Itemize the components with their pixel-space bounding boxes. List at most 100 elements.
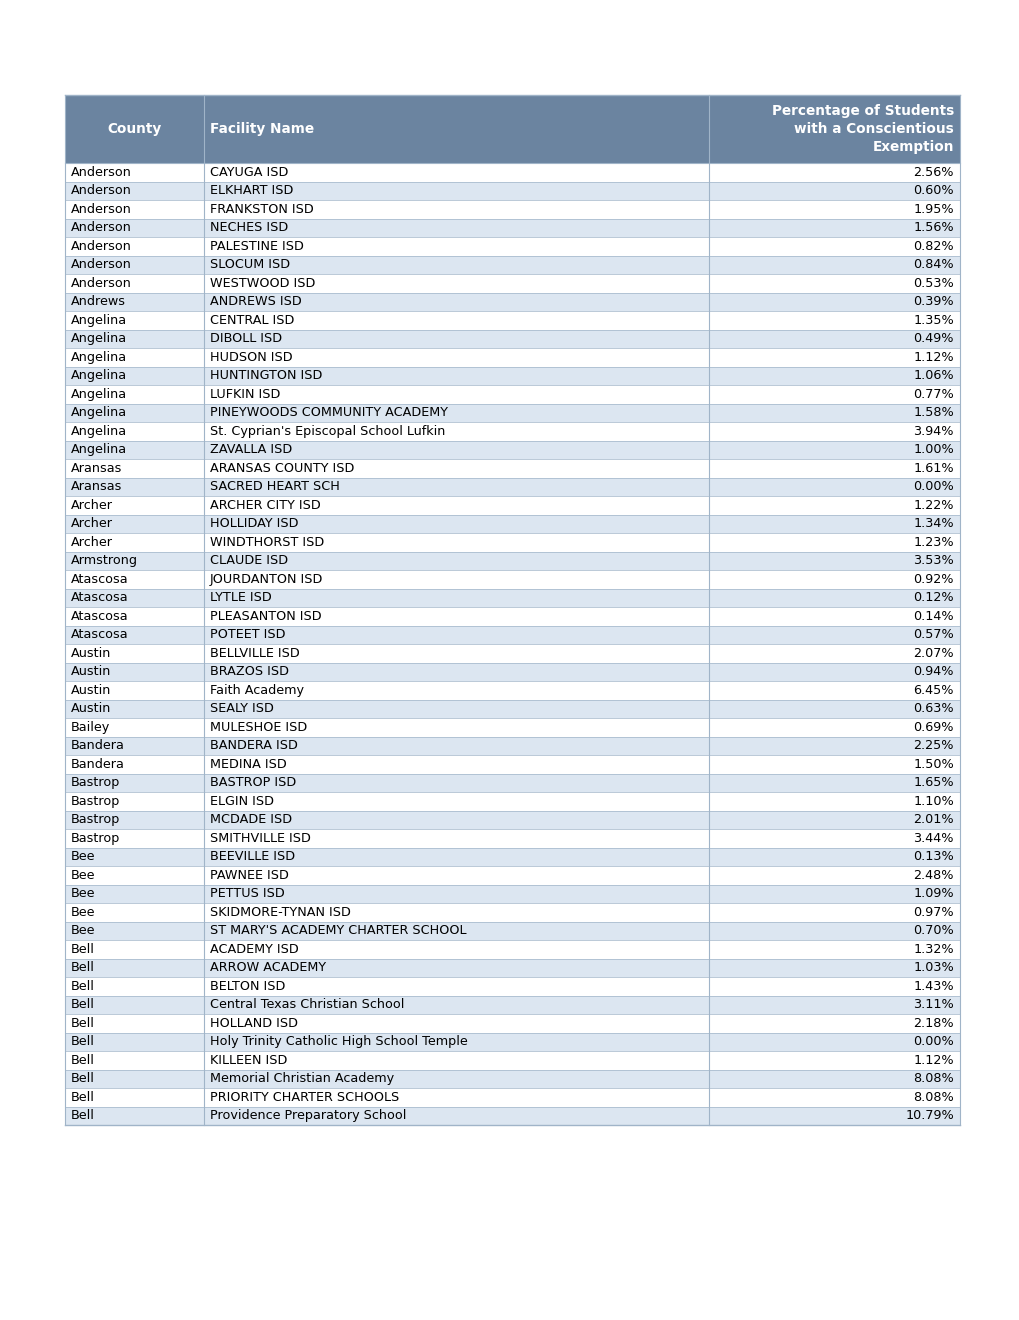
Text: Central Texas Christian School: Central Texas Christian School	[210, 998, 404, 1011]
Text: 0.12%: 0.12%	[912, 591, 953, 605]
Text: 1.10%: 1.10%	[912, 795, 953, 808]
Text: 0.82%: 0.82%	[912, 240, 953, 252]
Bar	[65, 737, 959, 755]
Text: SEALY ISD: SEALY ISD	[210, 702, 273, 715]
Text: PAWNEE ISD: PAWNEE ISD	[210, 869, 288, 882]
Text: CLAUDE ISD: CLAUDE ISD	[210, 554, 287, 568]
Text: 1.56%: 1.56%	[912, 222, 953, 234]
Text: CAYUGA ISD: CAYUGA ISD	[210, 166, 287, 178]
Text: 2.48%: 2.48%	[913, 869, 953, 882]
Bar	[65, 459, 959, 478]
Text: Angelina: Angelina	[71, 407, 127, 420]
Text: 0.63%: 0.63%	[912, 702, 953, 715]
Text: BEEVILLE ISD: BEEVILLE ISD	[210, 850, 294, 863]
Text: Bell: Bell	[71, 1053, 95, 1067]
Text: Bastrop: Bastrop	[71, 776, 120, 789]
Bar	[65, 181, 959, 201]
Text: Bell: Bell	[71, 1035, 95, 1048]
Text: Holy Trinity Catholic High School Temple: Holy Trinity Catholic High School Temple	[210, 1035, 467, 1048]
Text: 1.03%: 1.03%	[912, 961, 953, 974]
Bar	[65, 219, 959, 238]
Text: Bee: Bee	[71, 850, 96, 863]
Text: 1.12%: 1.12%	[912, 1053, 953, 1067]
Text: 8.08%: 8.08%	[912, 1072, 953, 1085]
Bar	[65, 792, 959, 810]
Bar	[65, 293, 959, 312]
Text: Bell: Bell	[71, 1016, 95, 1030]
Text: WINDTHORST ISD: WINDTHORST ISD	[210, 536, 324, 549]
Bar	[65, 552, 959, 570]
Text: Angelina: Angelina	[71, 314, 127, 327]
Text: 0.94%: 0.94%	[913, 665, 953, 678]
Text: Austin: Austin	[71, 647, 111, 660]
Text: 1.23%: 1.23%	[912, 536, 953, 549]
Text: Bandera: Bandera	[71, 758, 124, 771]
Text: 8.08%: 8.08%	[912, 1090, 953, 1104]
Text: Bee: Bee	[71, 924, 96, 937]
Text: 3.11%: 3.11%	[912, 998, 953, 1011]
Text: Angelina: Angelina	[71, 333, 127, 346]
Text: Bell: Bell	[71, 1109, 95, 1122]
Text: Bee: Bee	[71, 887, 96, 900]
Text: 1.06%: 1.06%	[912, 370, 953, 383]
Text: 0.70%: 0.70%	[912, 924, 953, 937]
Text: 2.07%: 2.07%	[912, 647, 953, 660]
Text: SLOCUM ISD: SLOCUM ISD	[210, 259, 289, 271]
Text: JOURDANTON ISD: JOURDANTON ISD	[210, 573, 323, 586]
Bar	[65, 312, 959, 330]
Bar	[65, 1106, 959, 1125]
Text: ELGIN ISD: ELGIN ISD	[210, 795, 273, 808]
Text: 0.39%: 0.39%	[912, 296, 953, 309]
Text: Anderson: Anderson	[71, 240, 131, 252]
Text: Bell: Bell	[71, 1072, 95, 1085]
Text: St. Cyprian's Episcopal School Lufkin: St. Cyprian's Episcopal School Lufkin	[210, 425, 444, 438]
Bar	[65, 367, 959, 385]
Text: Bell: Bell	[71, 961, 95, 974]
Text: 0.57%: 0.57%	[912, 628, 953, 642]
Text: 0.14%: 0.14%	[912, 610, 953, 623]
Text: BANDERA ISD: BANDERA ISD	[210, 739, 298, 752]
Text: Bastrop: Bastrop	[71, 832, 120, 845]
Bar	[65, 404, 959, 422]
Text: 0.13%: 0.13%	[912, 850, 953, 863]
Text: 2.01%: 2.01%	[912, 813, 953, 826]
Bar	[65, 1014, 959, 1032]
Text: KILLEEN ISD: KILLEEN ISD	[210, 1053, 286, 1067]
Text: Bastrop: Bastrop	[71, 795, 120, 808]
Text: Andrews: Andrews	[71, 296, 126, 309]
Text: 0.00%: 0.00%	[912, 1035, 953, 1048]
Text: 1.12%: 1.12%	[912, 351, 953, 364]
Text: 0.92%: 0.92%	[913, 573, 953, 586]
Text: 1.65%: 1.65%	[912, 776, 953, 789]
Text: BRAZOS ISD: BRAZOS ISD	[210, 665, 288, 678]
Text: HUDSON ISD: HUDSON ISD	[210, 351, 292, 364]
Text: ACADEMY ISD: ACADEMY ISD	[210, 942, 299, 956]
Text: Percentage of Students
with a Conscientious
Exemption: Percentage of Students with a Conscienti…	[771, 104, 953, 154]
Bar	[65, 977, 959, 995]
Text: Anderson: Anderson	[71, 259, 131, 271]
Text: Angelina: Angelina	[71, 444, 127, 457]
Bar	[65, 478, 959, 496]
Bar	[65, 644, 959, 663]
Text: Bandera: Bandera	[71, 739, 124, 752]
Bar	[65, 847, 959, 866]
Bar	[65, 940, 959, 958]
Text: Memorial Christian Academy: Memorial Christian Academy	[210, 1072, 393, 1085]
Text: HUNTINGTON ISD: HUNTINGTON ISD	[210, 370, 322, 383]
Text: SKIDMORE-TYNAN ISD: SKIDMORE-TYNAN ISD	[210, 906, 351, 919]
Bar	[65, 496, 959, 515]
Bar	[65, 718, 959, 737]
Text: PLEASANTON ISD: PLEASANTON ISD	[210, 610, 321, 623]
Text: ARANSAS COUNTY ISD: ARANSAS COUNTY ISD	[210, 462, 354, 475]
Text: 2.25%: 2.25%	[913, 739, 953, 752]
Text: Archer: Archer	[71, 517, 113, 531]
Text: 0.60%: 0.60%	[912, 185, 953, 197]
Text: 0.53%: 0.53%	[912, 277, 953, 290]
Text: Providence Preparatory School: Providence Preparatory School	[210, 1109, 406, 1122]
Bar	[65, 330, 959, 348]
Text: ELKHART ISD: ELKHART ISD	[210, 185, 292, 197]
Bar	[65, 589, 959, 607]
Text: HOLLIDAY ISD: HOLLIDAY ISD	[210, 517, 298, 531]
Text: 1.50%: 1.50%	[912, 758, 953, 771]
Text: Bastrop: Bastrop	[71, 813, 120, 826]
